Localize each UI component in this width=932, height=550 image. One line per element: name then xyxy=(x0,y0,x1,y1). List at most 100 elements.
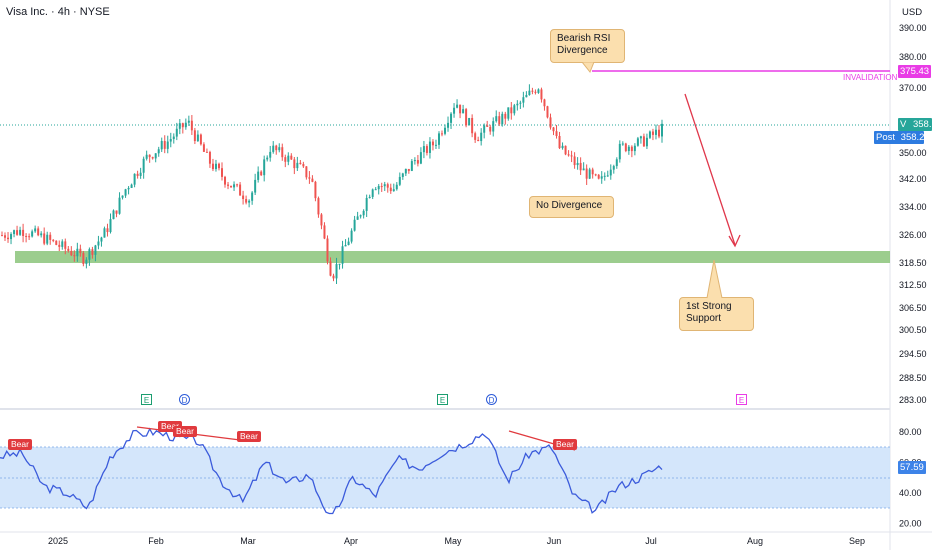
candle-body xyxy=(145,154,148,159)
candle-body xyxy=(130,184,133,188)
candle-body xyxy=(528,90,531,95)
candle-body xyxy=(498,116,501,125)
candle-body xyxy=(260,171,263,176)
candle-body xyxy=(178,123,181,129)
candle-body xyxy=(28,236,31,238)
earnings-marker[interactable]: E xyxy=(437,394,448,405)
candle-body xyxy=(338,263,341,265)
chart-title: Visa Inc. · 4h · NYSE xyxy=(6,6,110,18)
candle-body xyxy=(585,168,588,179)
candle-body xyxy=(468,117,471,126)
candle-body xyxy=(67,248,70,251)
candle-body xyxy=(269,151,272,158)
candle-body xyxy=(350,230,353,242)
price-tick-label: 312.50 xyxy=(899,280,927,290)
candle-body xyxy=(4,235,7,238)
candle-body xyxy=(377,186,380,190)
callout-1st-strong-support[interactable]: 1st Strong Support xyxy=(679,297,754,331)
candle-body xyxy=(302,164,305,167)
earnings-marker[interactable]: E xyxy=(736,394,747,405)
candle-body xyxy=(55,240,58,245)
candle-body xyxy=(187,120,190,123)
last-price-badge: V 358.70 xyxy=(898,118,932,131)
dividend-marker[interactable]: D xyxy=(486,394,497,405)
candle-body xyxy=(380,186,383,188)
candle-body xyxy=(431,141,434,146)
symbol-label: V xyxy=(900,119,907,130)
candle-body xyxy=(618,143,621,160)
candle-body xyxy=(606,175,609,177)
candle-body xyxy=(320,214,323,226)
candle-body xyxy=(221,168,223,177)
candle-body xyxy=(193,130,196,142)
candle-body xyxy=(76,248,79,257)
projection-arrowhead xyxy=(728,234,741,248)
candle-body xyxy=(127,187,130,190)
candle-body xyxy=(112,210,115,220)
candle-body xyxy=(278,147,281,151)
candle-body xyxy=(447,122,450,128)
candle-body xyxy=(398,176,401,185)
candle-body xyxy=(49,234,52,240)
candle-body xyxy=(16,230,19,235)
dividend-marker[interactable]: D xyxy=(179,394,190,405)
candle-body xyxy=(214,163,217,170)
candle-body xyxy=(627,146,630,152)
candle-body xyxy=(157,149,160,154)
candle-body xyxy=(404,168,407,174)
candle-body xyxy=(251,192,254,201)
candle-body xyxy=(522,97,525,103)
candle-body xyxy=(633,145,636,152)
candle-body xyxy=(594,174,597,176)
candle-body xyxy=(386,184,389,188)
candle-body xyxy=(510,107,513,114)
candle-body xyxy=(64,241,67,249)
time-axis[interactable]: 2025 Feb Mar Apr May Jun Jul Aug Sep xyxy=(48,536,865,546)
candle-body xyxy=(266,157,269,160)
candle-body xyxy=(184,122,187,128)
candle-body xyxy=(636,138,639,146)
price-tick-label: 288.50 xyxy=(899,373,927,383)
candle-body xyxy=(317,198,320,215)
candle-body xyxy=(103,228,106,238)
candle-body xyxy=(353,219,356,231)
candle-body xyxy=(576,162,579,166)
price-tick-label: 380.00 xyxy=(899,52,927,62)
candle-body xyxy=(368,196,371,198)
candle-body xyxy=(525,94,528,98)
candle-body xyxy=(7,237,10,240)
currency-label: USD xyxy=(902,7,923,18)
candle-body xyxy=(444,127,447,134)
candle-body xyxy=(332,275,335,279)
earnings-marker[interactable]: E xyxy=(141,394,152,405)
candle-body xyxy=(31,231,34,237)
candle-body xyxy=(570,155,573,157)
candle-body xyxy=(52,239,55,241)
candle-body xyxy=(211,163,214,170)
callout-bearish-rsi-divergence[interactable]: Bearish RSI Divergence xyxy=(550,29,625,63)
candle-body xyxy=(504,113,507,119)
candle-body xyxy=(450,113,453,123)
price-tick-label: 294.50 xyxy=(899,349,927,359)
time-tick-label: Jun xyxy=(547,536,562,546)
candle-body xyxy=(483,125,486,133)
candle-body xyxy=(25,235,28,237)
price-axis[interactable]: 390.00380.00370.00358.00350.00342.00334.… xyxy=(899,23,927,405)
candle-body xyxy=(284,157,287,162)
price-tick-label: 326.00 xyxy=(899,230,927,240)
price-candles xyxy=(1,84,663,285)
candle-body xyxy=(624,143,627,152)
candle-body xyxy=(489,126,492,132)
candle-body xyxy=(308,177,311,179)
candle-body xyxy=(567,154,570,156)
candle-body xyxy=(19,229,22,235)
candle-body xyxy=(425,146,428,153)
candle-body xyxy=(416,160,419,164)
candle-body xyxy=(208,151,211,164)
callout-no-divergence[interactable]: No Divergence xyxy=(529,196,614,218)
candle-body xyxy=(326,238,329,262)
candle-body xyxy=(217,163,220,169)
candle-body xyxy=(46,234,49,244)
